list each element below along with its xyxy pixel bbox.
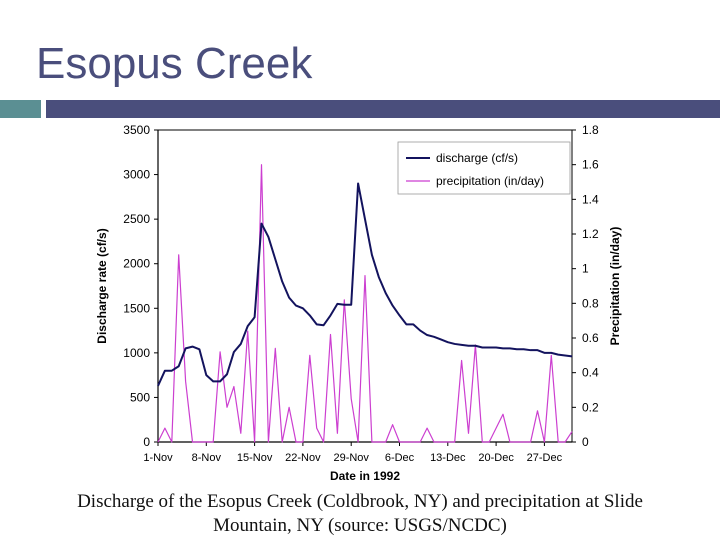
left-axis-ticks: 0 500 1000 1500 2000 2500 3000 3500 [123, 123, 158, 449]
y-tick-label-2500: 2500 [123, 212, 150, 226]
x-tick-label-1-nov: 1-Nov [143, 452, 173, 464]
y2-tick-label-0-2: 0.2 [582, 400, 599, 414]
series-line-precipitation [157, 164, 573, 443]
y2-tick-label-1-4: 1.4 [582, 192, 599, 206]
x-tick-label-22-nov: 22-Nov [285, 452, 321, 464]
y2-tick-label-0-8: 0.8 [582, 296, 599, 310]
legend-label-discharge: discharge (cf/s) [436, 151, 518, 165]
y2-tick-label-1-6: 1.6 [582, 158, 599, 172]
y2-axis-label: Precipitation (in/day) [608, 227, 622, 346]
legend: discharge (cf/s) precipitation (in/day) [397, 141, 571, 195]
x-axis-label: Date in 1992 [330, 469, 400, 483]
y-tick-label-1000: 1000 [123, 346, 150, 360]
y2-tick-label-0-4: 0.4 [582, 366, 599, 380]
x-tick-label-15-nov: 15-Nov [237, 452, 273, 464]
legend-label-precipitation: precipitation (in/day) [436, 174, 544, 188]
title-accent-bar-navy [46, 100, 720, 118]
legend-box [397, 141, 571, 195]
y-tick-label-3500: 3500 [123, 123, 150, 137]
y-tick-label-2000: 2000 [123, 257, 150, 271]
right-axis-ticks: 0 0.2 0.4 0.6 0.8 1 1.2 1.4 1.6 1.8 [572, 123, 599, 449]
y-tick-label-3000: 3000 [123, 168, 150, 182]
series-line-discharge [157, 182, 573, 387]
y2-tick-label-0-6: 0.6 [582, 331, 599, 345]
y-tick-label-0: 0 [143, 435, 150, 449]
x-tick-label-13-dec: 13-Dec [430, 452, 466, 464]
series-layer [157, 164, 573, 443]
figure-caption: Discharge of the Esopus Creek (Coldbrook… [77, 491, 643, 536]
y-tick-label-500: 500 [130, 390, 150, 404]
x-tick-label-20-dec: 20-Dec [478, 452, 514, 464]
y2-tick-label-1: 1 [582, 262, 589, 276]
y2-tick-label-0: 0 [582, 435, 589, 449]
x-tick-label-6-dec: 6-Dec [385, 452, 415, 464]
y-axis-label: Discharge rate (cf/s) [95, 228, 109, 343]
x-tick-label-8-nov: 8-Nov [192, 452, 222, 464]
page-title: Esopus Creek [36, 39, 313, 88]
title-accent-bar-teal [0, 100, 41, 118]
y2-tick-label-1-2: 1.2 [582, 227, 599, 241]
x-tick-label-29-nov: 29-Nov [333, 452, 369, 464]
x-tick-label-27-dec: 27-Dec [527, 452, 563, 464]
bottom-axis-ticks: 1-Nov 8-Nov 15-Nov 22-Nov 29-Nov 6-Dec 13-Dec 2… [143, 442, 563, 464]
y2-tick-label-1-8: 1.8 [582, 123, 599, 137]
plot-frame [157, 129, 573, 443]
y-tick-label-1500: 1500 [123, 301, 150, 315]
